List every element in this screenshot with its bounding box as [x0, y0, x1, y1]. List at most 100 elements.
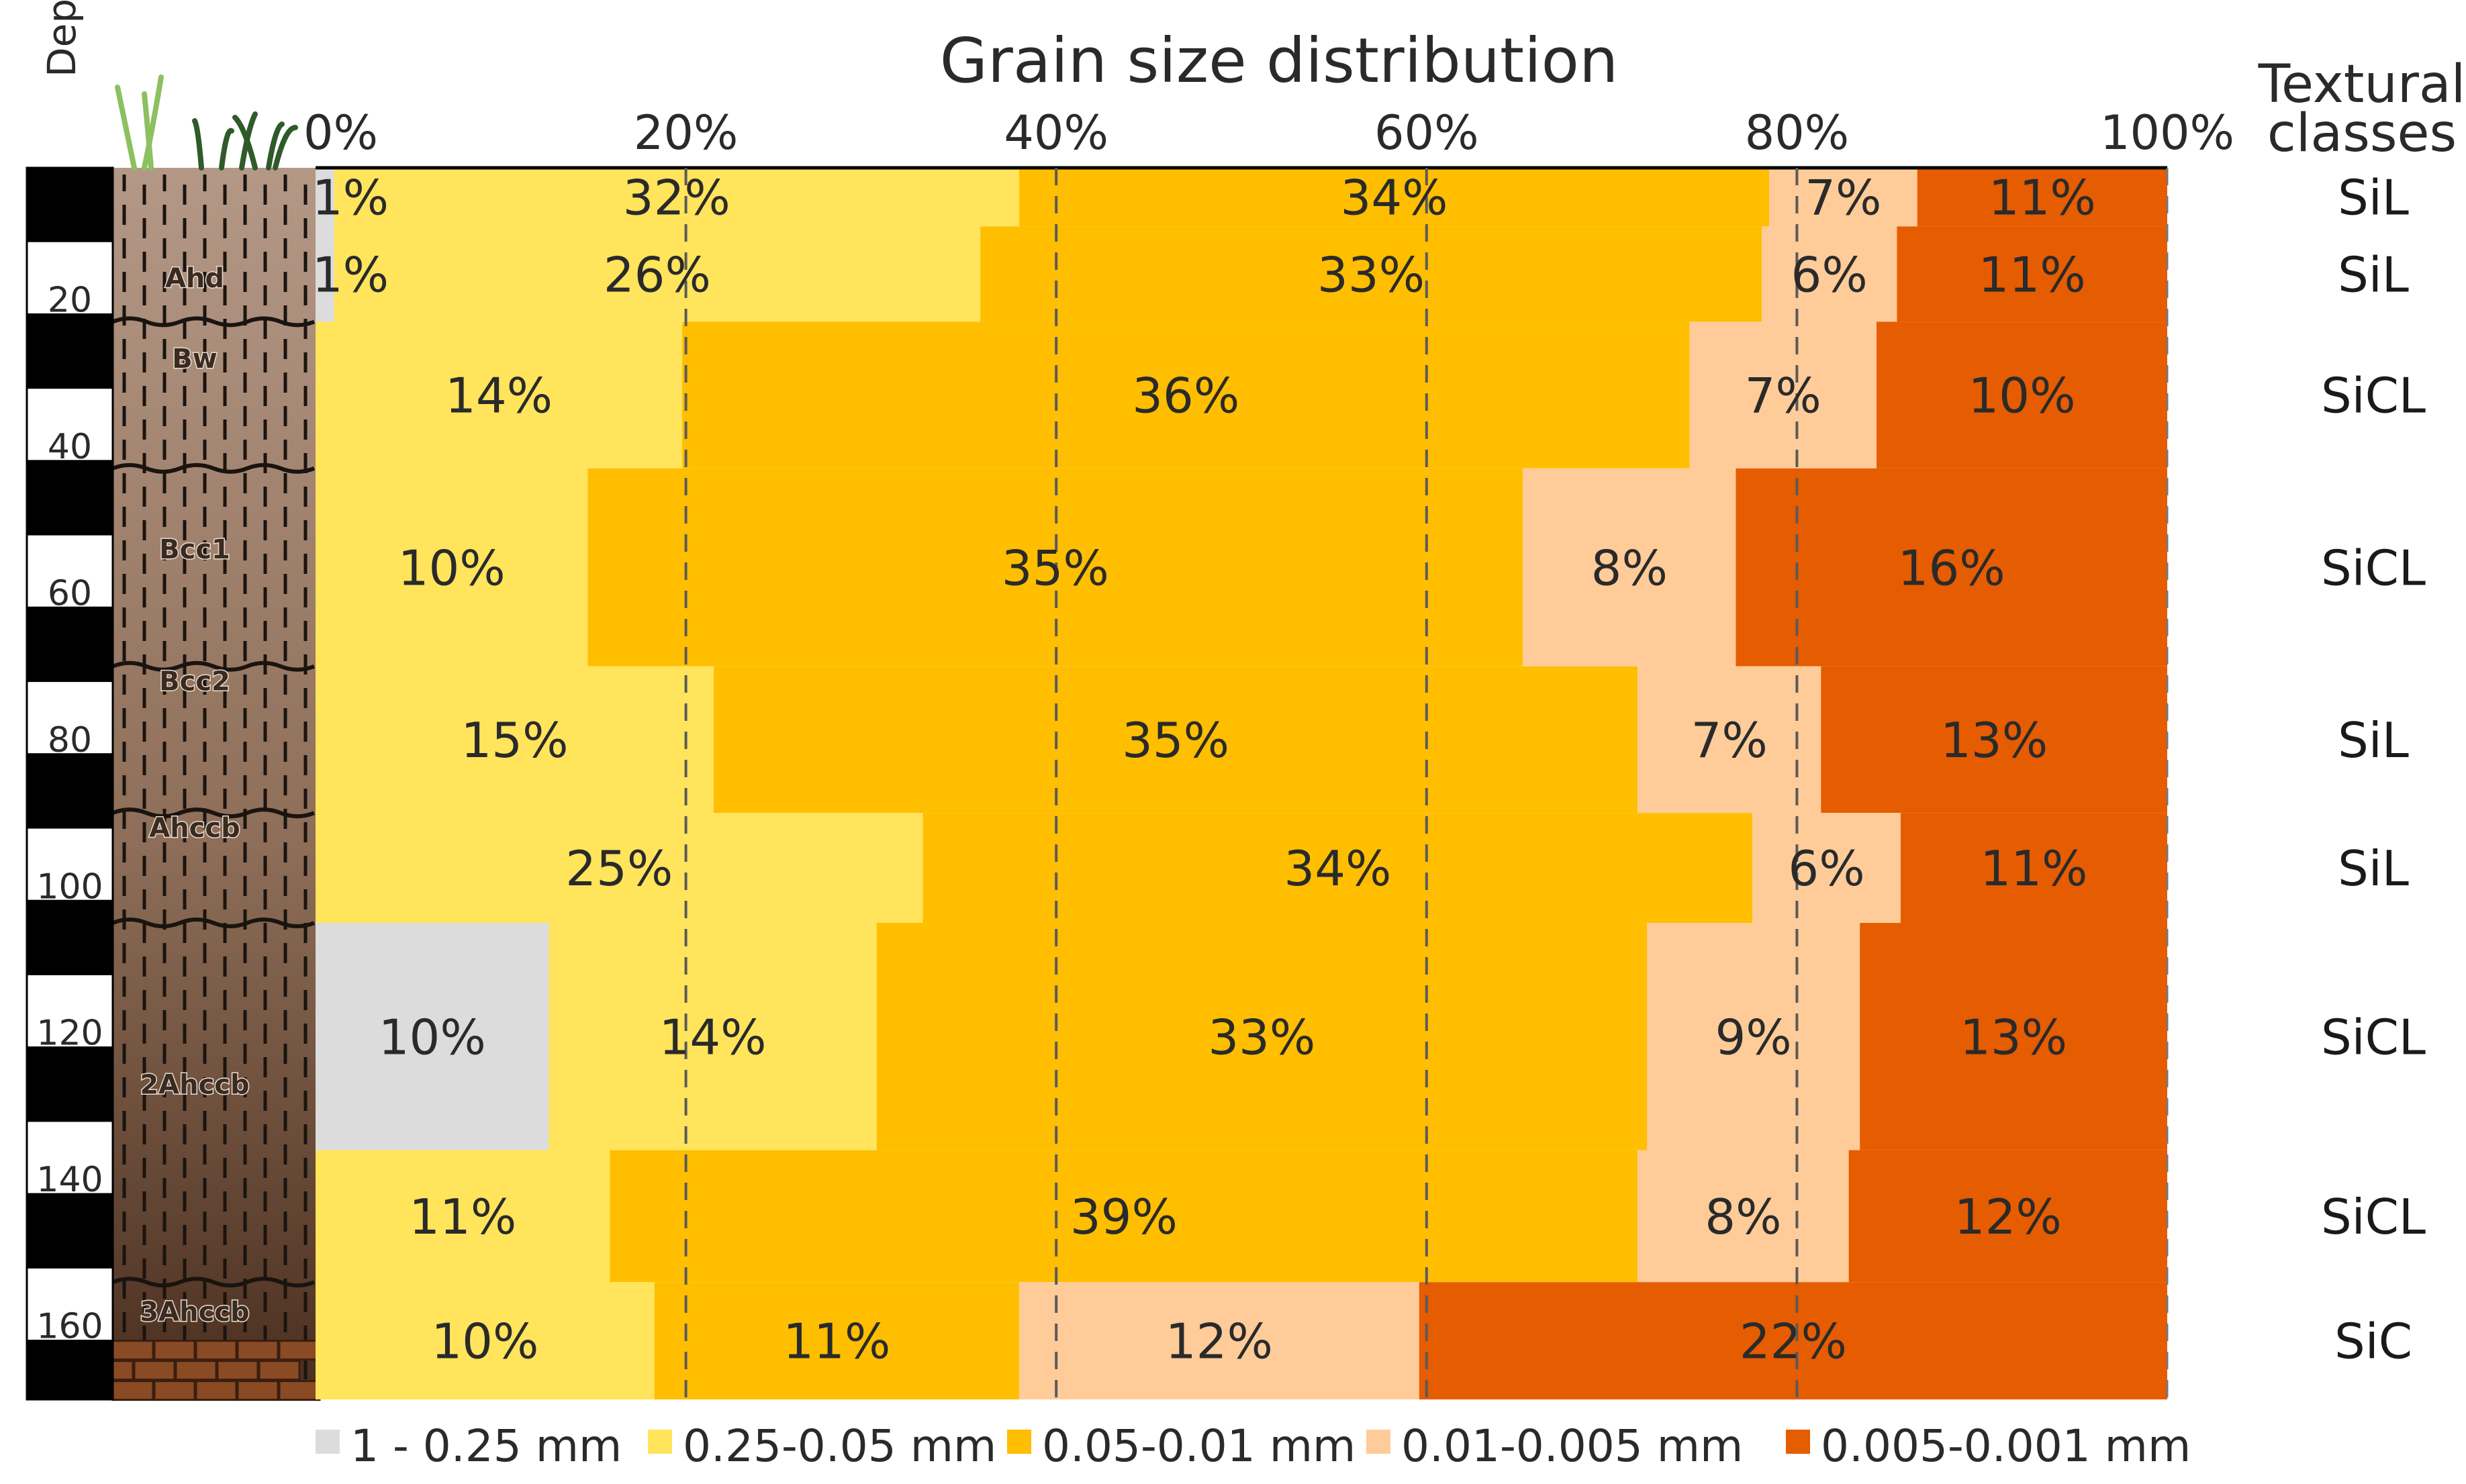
bar-segment-0-2: [1019, 168, 1770, 227]
depth-block-13: [26, 1120, 114, 1195]
segment-label: 12%: [1166, 1314, 1273, 1370]
horizon-boundary-4: [111, 918, 316, 929]
horizon-label: Bw: [172, 344, 217, 375]
textural-class: SiCL: [2321, 540, 2426, 596]
bar-segment-6-2: [876, 923, 1648, 1150]
segment-label: 11%: [1989, 170, 2096, 226]
bar-segment-1-3: [1761, 226, 1897, 322]
depth-tick-label: 100: [36, 867, 103, 907]
textural-class: SiCL: [2321, 1189, 2426, 1245]
grass-blade: [115, 85, 137, 170]
depth-block-0: [26, 166, 114, 242]
depth-tick-label: 80: [48, 720, 92, 760]
depth-block-15: [26, 1266, 114, 1342]
segment-label: 7%: [1745, 368, 1821, 424]
textural-classes: SiL SiL SiCL SiCL SiL SiL SiCL SiCL SiC: [2321, 170, 2426, 1370]
stacked-bars: [316, 166, 2167, 1399]
depth-tick-label: 140: [36, 1160, 103, 1200]
x-tick-label: 40%: [1004, 105, 1108, 160]
segment-label: 8%: [1705, 1189, 1781, 1245]
segment-label: 13%: [1960, 1009, 2067, 1065]
bar-segment-5-1: [316, 813, 923, 924]
legend-swatch-4: [1786, 1430, 1810, 1454]
segment-label: 22%: [1740, 1314, 1847, 1370]
horizon-boundary-0: [111, 316, 316, 328]
segment-label: 1%: [312, 246, 389, 303]
segment-label: 11%: [1980, 840, 2087, 897]
bar-segment-7-2: [610, 1150, 1638, 1283]
legend-label: 1 - 0.25 mm: [350, 1420, 622, 1472]
bar-segment-4-2: [713, 666, 1638, 813]
grass-blade: [192, 118, 204, 170]
bar-segment-1-2: [980, 226, 1762, 322]
depth-block-12: [26, 1046, 114, 1122]
depth-block-4: [26, 460, 114, 536]
segment-label: 10%: [431, 1314, 538, 1370]
segment-label: 12%: [1954, 1189, 2062, 1245]
bar-segment-7-3: [1638, 1150, 1849, 1283]
segment-label: 11%: [409, 1189, 516, 1245]
segment-label: 11%: [783, 1314, 890, 1370]
bar-segment-6-1: [549, 923, 877, 1150]
bar-segment-3-4: [1736, 468, 2167, 666]
depth-block-10: [26, 899, 114, 975]
depth-block-9: [26, 826, 114, 902]
horizon-label: Ahccb: [149, 813, 240, 844]
legend-swatch-1: [648, 1430, 672, 1454]
segment-label: 7%: [1691, 712, 1768, 769]
brick: [236, 1380, 279, 1401]
segment-label: 25%: [565, 840, 673, 897]
bar-segment-0-0: [316, 168, 334, 227]
segment-label: 32%: [623, 170, 730, 226]
soil-profile-column: Ahd Bw Bcc1 Bcc2 Ahccb 2Ahccb 3Ahccb: [87, 75, 321, 1401]
depth-block-2: [26, 313, 114, 389]
bar-segment-2-4: [1876, 321, 2167, 468]
depth-tick-label: 20: [48, 280, 92, 320]
grass-blade: [239, 111, 258, 170]
bar-segment-8-1: [316, 1282, 655, 1399]
textural-class: SiL: [2338, 712, 2409, 769]
segment-label: 10%: [379, 1009, 486, 1065]
bar-segment-7-4: [1848, 1150, 2167, 1283]
bar-segment-2-2: [682, 321, 1690, 468]
grass-blade: [266, 121, 285, 170]
brick: [195, 1340, 238, 1361]
gridlines: [684, 168, 2169, 1399]
bar-segment-0-1: [334, 168, 1020, 227]
x-tick-label: 20%: [634, 105, 739, 160]
brick: [195, 1380, 238, 1401]
segment-label: 35%: [1002, 540, 1109, 596]
legend-swatch-2: [1007, 1430, 1031, 1454]
bar-segment-1-1: [334, 226, 981, 322]
segment-label: 11%: [1979, 246, 2086, 303]
brick: [216, 1360, 259, 1381]
grass-blade: [219, 128, 234, 170]
depth-axis-label: Depth, cm: [39, 0, 85, 77]
legend-swatch-3: [1366, 1430, 1390, 1454]
textural-header-line1: Textural: [2258, 54, 2466, 115]
bar-segment-6-3: [1647, 923, 1860, 1150]
bar-segment-3-3: [1523, 468, 1736, 666]
bar-segment-8-4: [1419, 1282, 2167, 1399]
bar-segment-1-4: [1897, 226, 2167, 322]
bar-segment-6-4: [1860, 923, 2167, 1150]
bar-segment-4-3: [1638, 666, 1821, 813]
depth-tick-label: 60: [48, 573, 92, 613]
brick: [258, 1360, 301, 1381]
legend-label: 0.05-0.01 mm: [1042, 1420, 1356, 1472]
bar-segment-3-1: [316, 468, 588, 666]
textural-class: SiC: [2334, 1314, 2412, 1370]
depth-tick-label: 40: [48, 427, 92, 467]
brick: [111, 1340, 154, 1361]
bar-segment-2-1: [316, 321, 683, 468]
depth-block-14: [26, 1193, 114, 1269]
x-tick-label: 60%: [1374, 105, 1479, 160]
bar-segment-5-3: [1752, 813, 1901, 924]
segment-label: 34%: [1284, 840, 1391, 897]
segment-label: 10%: [398, 540, 506, 596]
textural-class: SiL: [2338, 246, 2409, 303]
brick: [278, 1380, 321, 1401]
segment-label: 33%: [1208, 1009, 1315, 1065]
x-tick-label: 100%: [2100, 105, 2234, 160]
horizon-boundary-5: [111, 1277, 316, 1288]
